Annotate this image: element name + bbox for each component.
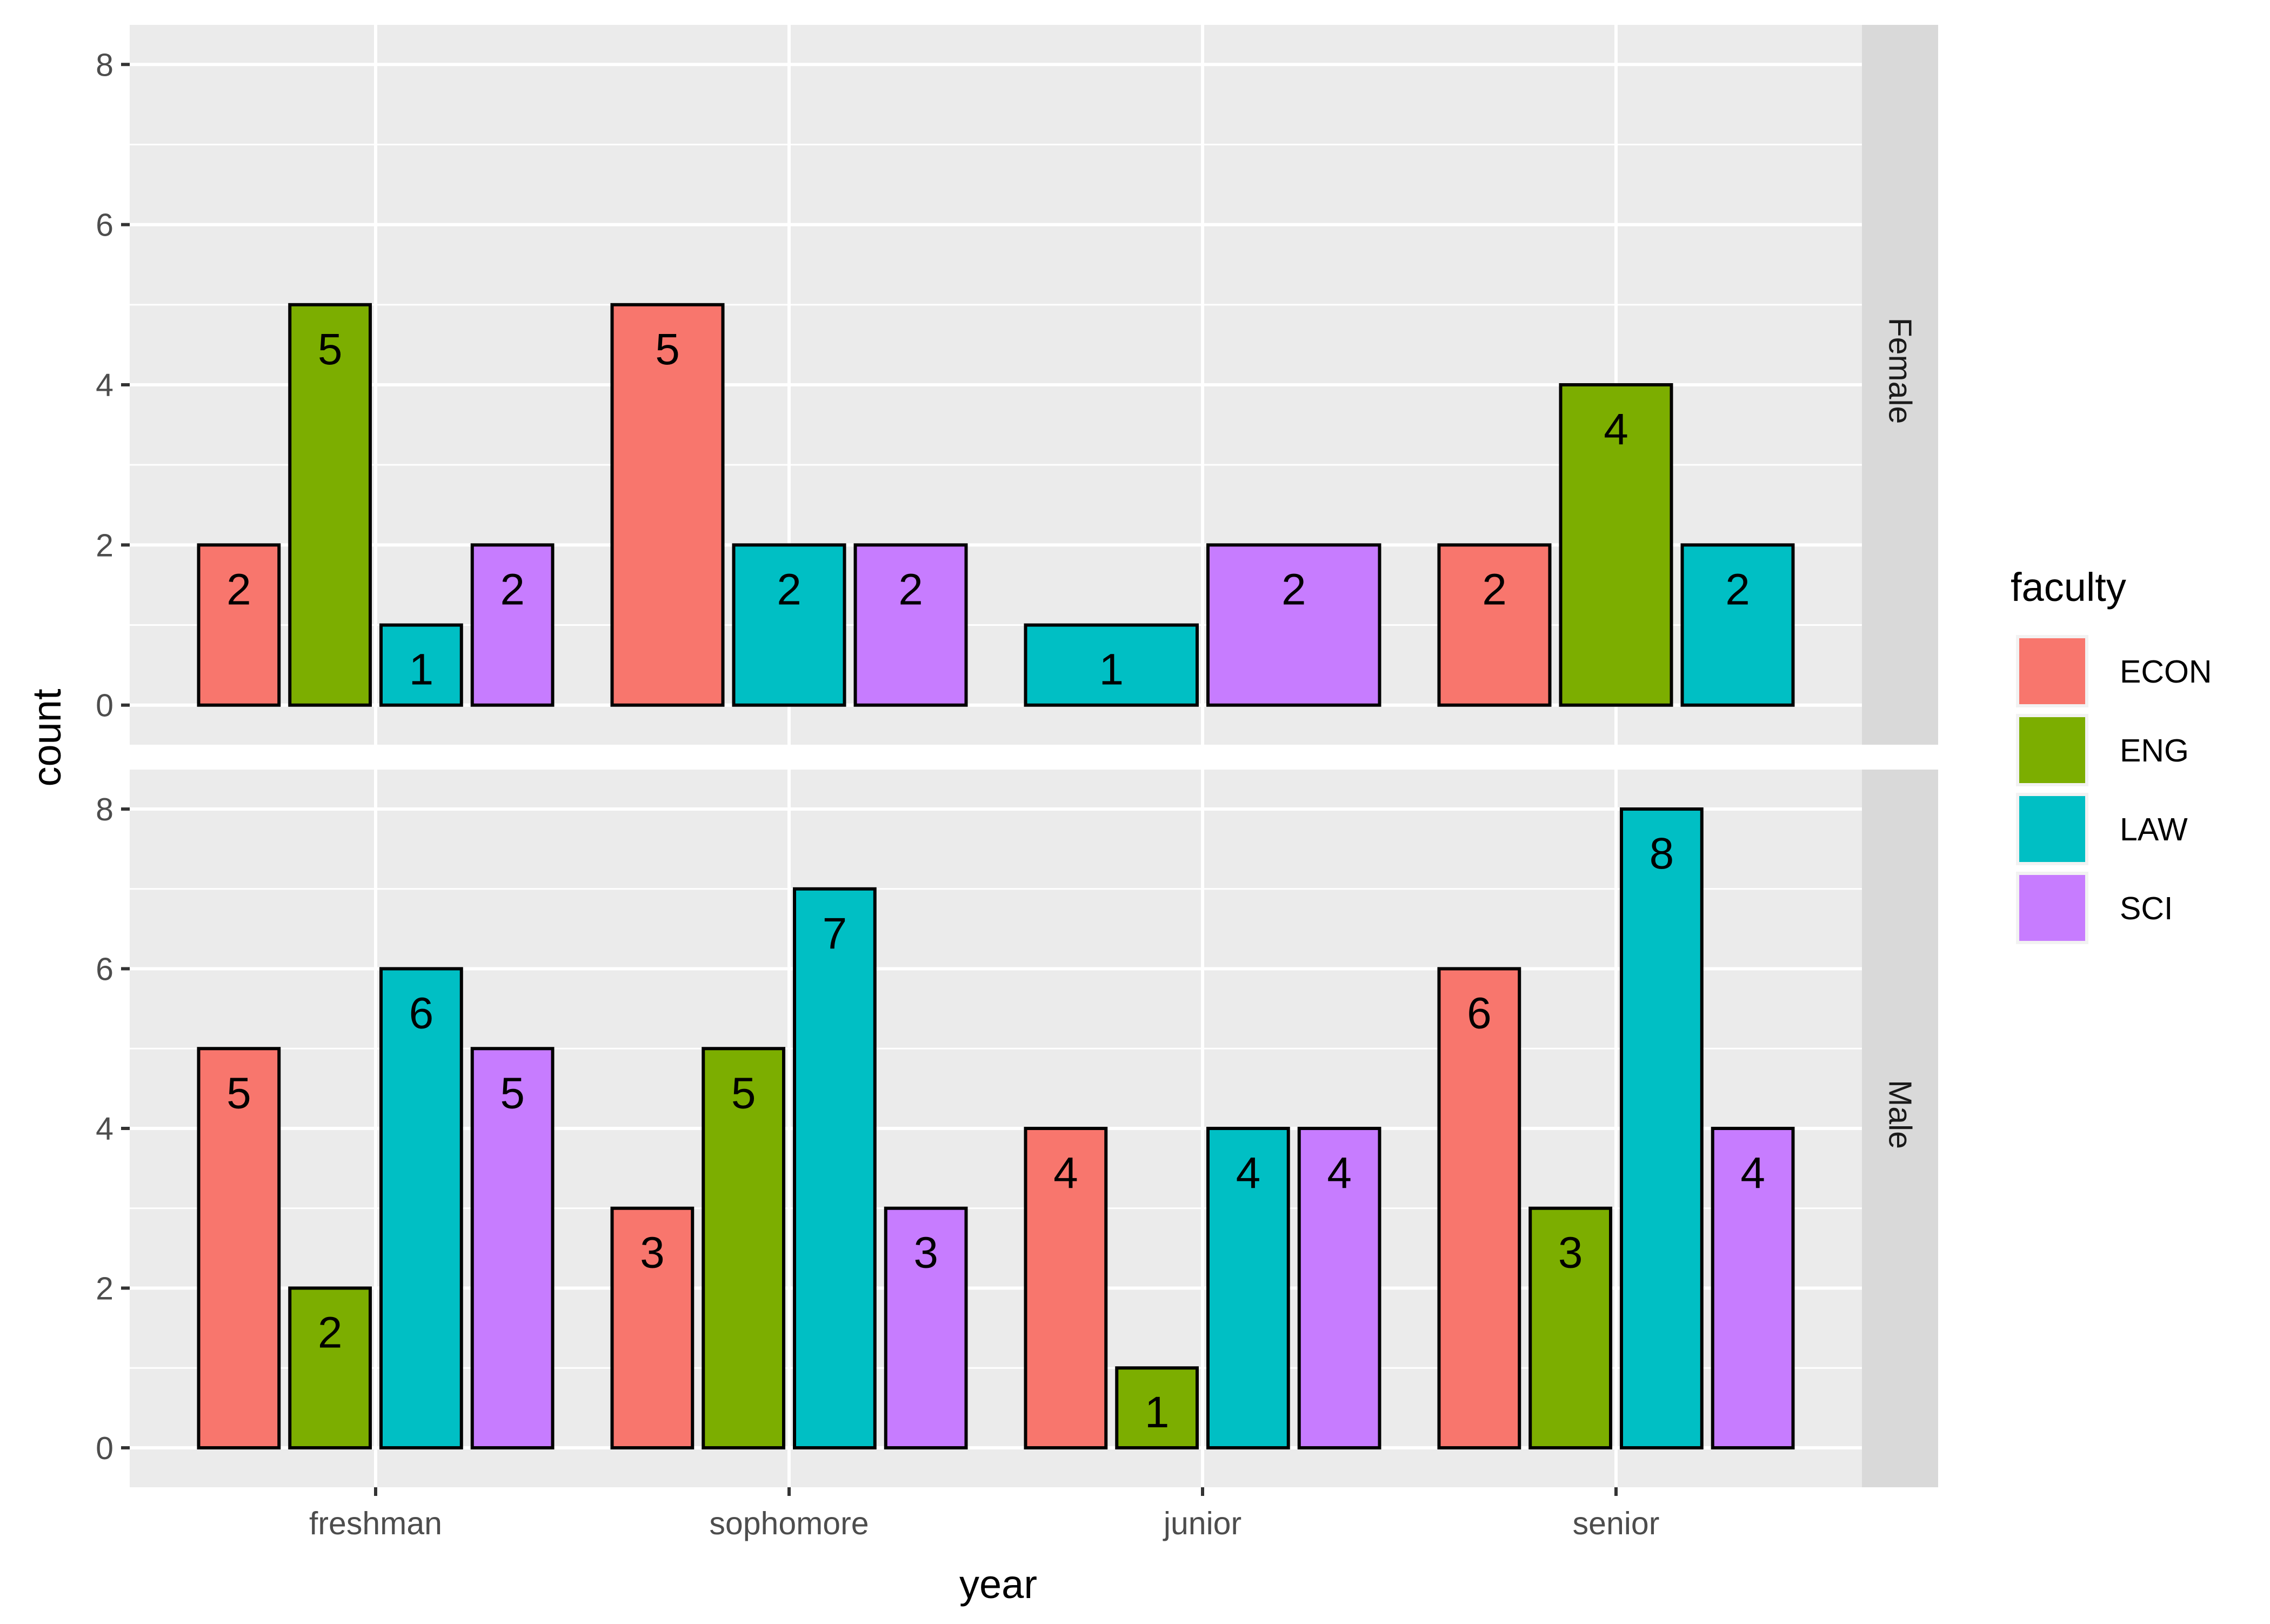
legend-swatch-econ xyxy=(2019,638,2085,704)
bar-value-label: 2 xyxy=(500,565,525,614)
bar-female-senior-econ xyxy=(1437,543,1552,707)
bar-male-junior-eng xyxy=(1115,1366,1199,1449)
facet-strip xyxy=(1862,25,1938,745)
bar-value-label: 1 xyxy=(1145,1388,1170,1437)
bar-value-label: 2 xyxy=(777,565,802,614)
bar-value-label: 5 xyxy=(318,325,343,374)
facet-strip-label: Male xyxy=(1882,1080,1918,1149)
y-tick-label: 4 xyxy=(96,1111,114,1147)
bar-male-freshman-sci xyxy=(470,1047,555,1449)
bar-value-label: 4 xyxy=(1236,1148,1261,1198)
y-tick-label: 6 xyxy=(96,208,114,243)
bar-male-senior-law xyxy=(1620,807,1704,1449)
legend-label-sci: SCI xyxy=(2120,891,2173,926)
bar-value-label: 5 xyxy=(500,1068,525,1118)
bar-value-label: 2 xyxy=(1281,565,1306,614)
bar-value-label: 6 xyxy=(409,989,434,1038)
bar-value-label: 3 xyxy=(913,1228,938,1278)
bar-male-junior-econ xyxy=(1024,1127,1108,1449)
facet-strip-label: Female xyxy=(1882,318,1918,424)
bar-value-label: 4 xyxy=(1327,1148,1352,1198)
y-tick-label: 4 xyxy=(96,367,114,403)
bar-female-sophomore-sci xyxy=(853,543,968,707)
x-tick-label: junior xyxy=(1163,1506,1241,1541)
bar-value-label: 5 xyxy=(655,325,680,374)
bar-value-label: 4 xyxy=(1053,1148,1078,1198)
bar-value-label: 2 xyxy=(1725,565,1750,614)
y-tick-label: 0 xyxy=(96,1431,114,1466)
bar-value-label: 5 xyxy=(731,1068,756,1118)
bar-male-freshman-econ xyxy=(197,1047,281,1449)
bar-value-label: 4 xyxy=(1604,405,1628,454)
x-axis-title: year xyxy=(959,1562,1037,1607)
bar-female-freshman-econ xyxy=(197,543,281,707)
bar-value-label: 1 xyxy=(1099,645,1124,694)
bar-female-sophomore-law xyxy=(732,543,846,707)
bar-value-label: 7 xyxy=(823,909,847,958)
bar-female-sophomore-econ xyxy=(610,303,725,707)
bar-value-label: 2 xyxy=(226,565,251,614)
bar-value-label: 3 xyxy=(640,1228,665,1278)
facet-strip xyxy=(1862,770,1938,1487)
bar-male-senior-econ xyxy=(1437,967,1521,1449)
bar-female-junior-law xyxy=(1024,623,1199,707)
bar-female-freshman-eng xyxy=(288,303,372,707)
x-tick-label: sophomore xyxy=(709,1506,869,1541)
legend-swatch-law xyxy=(2019,796,2085,862)
x-tick-label: senior xyxy=(1573,1506,1660,1541)
bar-male-sophomore-eng xyxy=(702,1047,785,1449)
bar-value-label: 4 xyxy=(1740,1148,1765,1198)
bar-value-label: 5 xyxy=(226,1068,251,1118)
bar-male-junior-law xyxy=(1206,1127,1290,1449)
bar-value-label: 2 xyxy=(898,565,923,614)
legend-swatch-sci xyxy=(2019,875,2085,941)
y-tick-label: 2 xyxy=(96,1271,114,1306)
bar-female-junior-sci xyxy=(1206,543,1381,707)
panels-layer: 0 2 4 6 8 2 5 1 2 5 2 2 1 2 2 4 2 Female 0 2 4 6 8 5 2 6 5 3 5 7 3 4 1 4 4… xyxy=(96,25,1938,1541)
bar-male-senior-sci xyxy=(1711,1127,1795,1449)
x-tick-label: freshman xyxy=(309,1506,442,1541)
legend-items: ECON ENG LAW SCI xyxy=(2016,635,2212,944)
bar-male-sophomore-econ xyxy=(610,1206,695,1449)
legend-label-law: LAW xyxy=(2120,812,2188,847)
bar-female-senior-law xyxy=(1680,543,1795,707)
bar-value-label: 6 xyxy=(1467,989,1492,1038)
bar-value-label: 2 xyxy=(1482,565,1507,614)
legend: faculty ECON ENG LAW SCI xyxy=(2011,565,2212,944)
legend-label-econ: ECON xyxy=(2120,654,2212,690)
bar-value-label: 1 xyxy=(409,645,434,694)
bar-male-sophomore-sci xyxy=(884,1206,968,1449)
bar-value-label: 2 xyxy=(318,1308,343,1357)
panel-male: 0 2 4 6 8 5 2 6 5 3 5 7 3 4 1 4 4 6 3 8 4 Male xyxy=(96,770,1938,1487)
bar-male-senior-eng xyxy=(1528,1206,1612,1449)
bar-male-freshman-eng xyxy=(288,1286,372,1449)
legend-title: faculty xyxy=(2011,565,2126,610)
y-tick-label: 8 xyxy=(96,792,114,827)
bar-value-label: 8 xyxy=(1650,829,1674,878)
legend-swatch-eng xyxy=(2019,717,2085,783)
y-tick-label: 8 xyxy=(96,47,114,83)
y-tick-label: 0 xyxy=(96,688,114,724)
legend-label-eng: ENG xyxy=(2120,733,2189,768)
bar-female-freshman-sci xyxy=(470,543,555,707)
x-axis: freshman sophomore junior senior xyxy=(309,1487,1659,1541)
bar-value-label: 3 xyxy=(1558,1228,1583,1278)
bar-female-freshman-law xyxy=(379,623,463,707)
y-axis-title: count xyxy=(24,689,69,786)
y-tick-label: 2 xyxy=(96,527,114,563)
bar-female-senior-eng xyxy=(1559,383,1673,707)
y-tick-label: 6 xyxy=(96,952,114,987)
panel-female: 0 2 4 6 8 2 5 1 2 5 2 2 1 2 2 4 2 Female xyxy=(96,25,1938,745)
bar-male-junior-sci xyxy=(1297,1127,1381,1449)
bar-male-sophomore-law xyxy=(793,887,877,1449)
bar-male-freshman-law xyxy=(379,967,463,1449)
